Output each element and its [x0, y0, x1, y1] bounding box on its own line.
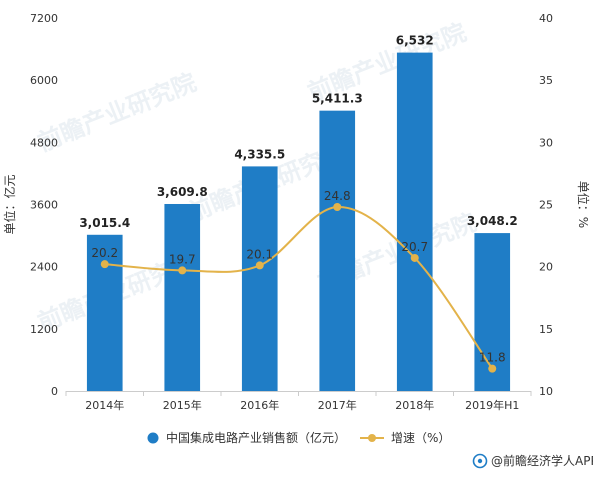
watermark-text: 前瞻产业研究院	[34, 68, 200, 157]
x-tick-label: 2014年	[85, 398, 124, 412]
x-tick-label: 2016年	[240, 398, 279, 412]
legend: 中国集成电路产业销售额（亿元） 增速（%）	[148, 430, 451, 445]
y-left-tick-label: 0	[51, 385, 58, 398]
brand-logo-dot	[478, 459, 482, 463]
legend-bar-label: 中国集成电路产业销售额（亿元）	[166, 430, 346, 445]
y-right-tick-label: 30	[539, 136, 553, 149]
y-right-axis-title: 单位：%	[576, 181, 591, 228]
y-right-tick-label: 15	[539, 323, 553, 336]
bar-value-label: 3,048.2	[467, 214, 518, 228]
bar	[319, 111, 355, 391]
bar	[242, 166, 278, 391]
y-left-axis-title: 单位：亿元	[2, 174, 17, 234]
line-value-label: 20.1	[246, 247, 273, 261]
legend-bar-marker	[148, 433, 159, 444]
line-point	[333, 203, 341, 211]
bar	[164, 204, 200, 391]
bar-value-label: 4,335.5	[234, 147, 285, 161]
line-point	[256, 261, 264, 269]
bar-value-label: 3,015.4	[79, 216, 130, 230]
y-right-tick-label: 35	[539, 74, 553, 87]
line-value-label: 20.7	[401, 240, 428, 254]
line-point	[178, 266, 186, 274]
legend-line-dot	[368, 434, 376, 442]
y-right-tick-label: 25	[539, 199, 553, 212]
bar-value-label: 6,532	[396, 34, 434, 48]
x-tick-label: 2018年	[395, 398, 434, 412]
y-right-tick-label: 40	[539, 12, 553, 25]
y-right-tick-label: 10	[539, 385, 553, 398]
y-left-tick-label: 2400	[30, 261, 58, 274]
line-value-label: 24.8	[324, 189, 351, 203]
line-point	[488, 365, 496, 373]
line-point	[101, 260, 109, 268]
y-left-tick-label: 4800	[30, 136, 58, 149]
footer: @前瞻经济学人APP	[474, 453, 593, 468]
footer-source: @前瞻经济学人APP	[491, 453, 593, 468]
line-value-label: 19.7	[169, 252, 196, 266]
y-left-tick-label: 1200	[30, 323, 58, 336]
legend-line-label: 增速（%）	[391, 431, 450, 445]
x-tick-label: 2017年	[318, 398, 357, 412]
x-tick-label: 2019年H1	[465, 398, 519, 412]
line-value-label: 11.8	[479, 351, 506, 365]
bar-value-label: 5,411.3	[312, 92, 363, 106]
y-right-tick-label: 20	[539, 261, 553, 274]
line-value-label: 20.2	[91, 246, 118, 260]
y-left-tick-label: 6000	[30, 74, 58, 87]
labels-layer: 3,015.4 3,609.8 4,335.5 5,411.3 6,532 3,048.2	[79, 34, 517, 230]
bar-value-label: 3,609.8	[157, 185, 208, 199]
y-left-tick-label: 3600	[30, 199, 58, 212]
y-left-tick-label: 7200	[30, 12, 58, 25]
line-point	[411, 254, 419, 262]
bar	[397, 53, 433, 391]
x-tick-label: 2015年	[163, 398, 202, 412]
